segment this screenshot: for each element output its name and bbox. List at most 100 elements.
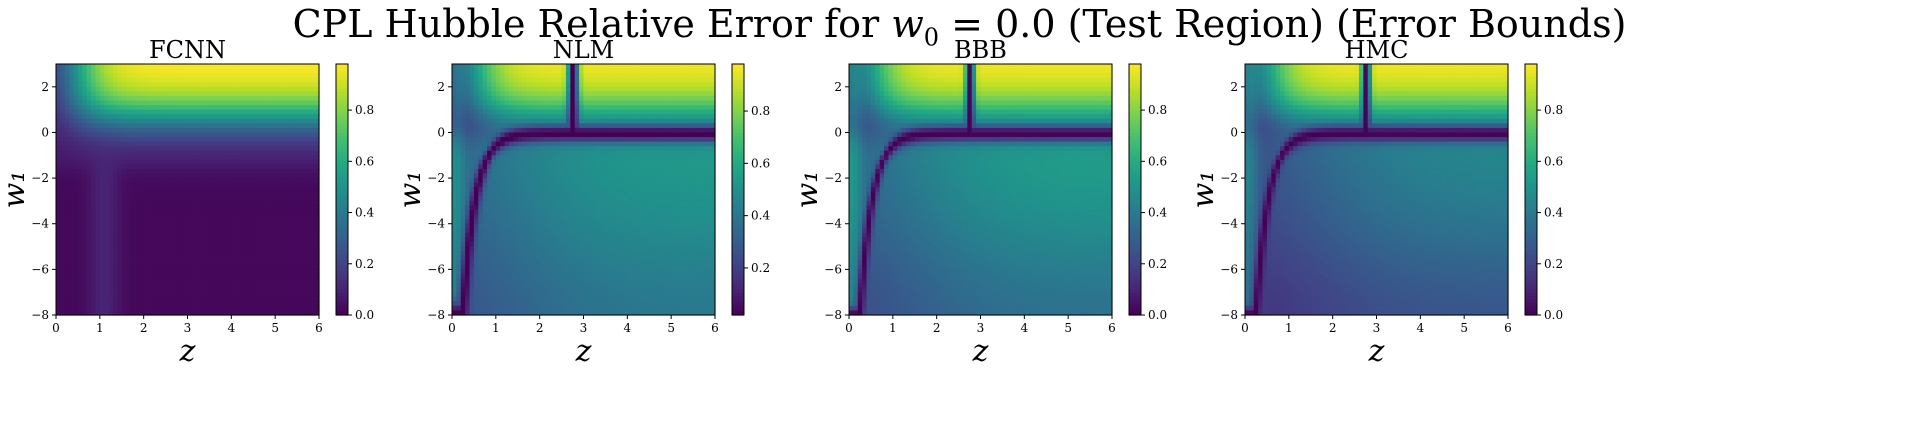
heatmap-cell — [64, 219, 70, 225]
heatmap-cell — [77, 95, 83, 102]
heatmap-cell — [69, 310, 75, 316]
heatmap-cell — [552, 301, 558, 307]
heatmap-cell — [504, 77, 510, 83]
heatmap-cell — [314, 100, 320, 106]
heatmap-cell — [112, 305, 118, 312]
heatmap-cell — [552, 200, 558, 207]
heatmap-cell — [152, 283, 158, 289]
heatmap-cell — [117, 105, 123, 111]
heatmap-cell — [526, 269, 532, 275]
heatmap-cell — [253, 232, 259, 239]
heatmap-cell — [522, 118, 528, 124]
heatmap-cell — [292, 146, 298, 152]
heatmap-cell — [222, 296, 228, 302]
heatmap-cell — [60, 105, 66, 111]
heatmap-cell — [231, 264, 237, 270]
heatmap-cell — [165, 73, 171, 79]
heatmap-cell — [187, 150, 193, 156]
heatmap-cell — [200, 292, 206, 298]
heatmap-cell — [456, 292, 462, 298]
heatmap-cell — [183, 95, 189, 102]
heatmap-cell — [169, 237, 175, 243]
heatmap-cell — [526, 86, 532, 92]
heatmap-cell — [548, 100, 554, 106]
heatmap-cell — [305, 210, 311, 216]
heatmap-cell — [209, 68, 215, 74]
heatmap-cell — [495, 73, 501, 79]
heatmap-cell — [73, 127, 79, 134]
heatmap-cell — [305, 278, 311, 284]
heatmap-cell — [86, 123, 92, 129]
heatmap-cell — [134, 269, 140, 275]
heatmap-cell — [69, 228, 75, 234]
heatmap-cell — [99, 214, 105, 220]
heatmap-cell — [161, 232, 167, 239]
heatmap-cell — [552, 278, 558, 284]
heatmap-cell — [73, 273, 79, 280]
heatmap-cell — [108, 123, 114, 129]
heatmap-cell — [478, 292, 484, 298]
heatmap-cell — [469, 200, 475, 207]
heatmap-cell — [64, 255, 70, 261]
heatmap-cell — [126, 132, 132, 138]
heatmap-cell — [218, 196, 224, 202]
heatmap-cell — [191, 219, 197, 225]
heatmap-cell — [187, 114, 193, 120]
heatmap-cell — [288, 82, 294, 88]
heatmap-cell — [196, 305, 202, 312]
heatmap-cell — [305, 214, 311, 220]
heatmap-cell — [235, 95, 241, 102]
heatmap-cell — [279, 141, 285, 147]
heatmap-cell — [500, 155, 506, 161]
heatmap-cell — [473, 264, 479, 270]
heatmap-cell — [191, 237, 197, 243]
heatmap-cell — [539, 82, 545, 88]
heatmap-cell — [200, 82, 206, 88]
heatmap-cell — [491, 196, 497, 202]
heatmap-cell — [275, 137, 281, 143]
heatmap-cell — [253, 310, 259, 316]
heatmap-cell — [60, 296, 66, 302]
heatmap-cell — [452, 164, 457, 170]
heatmap-cell — [548, 173, 554, 179]
heatmap-cell — [231, 232, 237, 239]
heatmap-cell — [205, 137, 211, 143]
heatmap-cell — [161, 173, 167, 179]
heatmap-cell — [213, 109, 219, 115]
heatmap-cell — [244, 214, 250, 220]
heatmap-cell — [465, 237, 471, 243]
heatmap-cell — [530, 127, 536, 134]
heatmap-cell — [487, 273, 493, 280]
heatmap-cell — [465, 146, 471, 152]
heatmap-cell — [301, 223, 307, 229]
heatmap-cell — [253, 237, 259, 243]
heatmap-cell — [504, 269, 510, 275]
heatmap-cell — [69, 164, 75, 170]
heatmap-cell — [557, 155, 563, 161]
heatmap-cell — [183, 132, 189, 138]
heatmap-cell — [478, 219, 484, 225]
heatmap-cell — [222, 164, 228, 170]
heatmap-cell — [156, 118, 162, 124]
heatmap-cell — [130, 155, 136, 161]
heatmap-cell — [452, 260, 457, 266]
heatmap-cell — [314, 273, 320, 280]
colorbar-segment — [336, 151, 348, 156]
heatmap-cell — [60, 178, 66, 184]
heatmap-cell — [283, 182, 289, 188]
heatmap-cell — [266, 155, 272, 161]
heatmap-cell — [235, 150, 241, 156]
heatmap-cell — [557, 91, 563, 97]
heatmap-cell — [108, 164, 114, 170]
heatmap-cell — [288, 137, 294, 143]
heatmap-cell — [456, 95, 462, 102]
heatmap-cell — [460, 173, 466, 179]
heatmap-cell — [64, 241, 70, 248]
heatmap-cell — [522, 296, 528, 302]
heatmap-cell — [275, 305, 281, 312]
heatmap-cell — [275, 269, 281, 275]
heatmap-cell — [152, 228, 158, 234]
heatmap-cell — [508, 178, 514, 184]
heatmap-cell — [270, 223, 276, 229]
heatmap-cell — [456, 109, 462, 115]
